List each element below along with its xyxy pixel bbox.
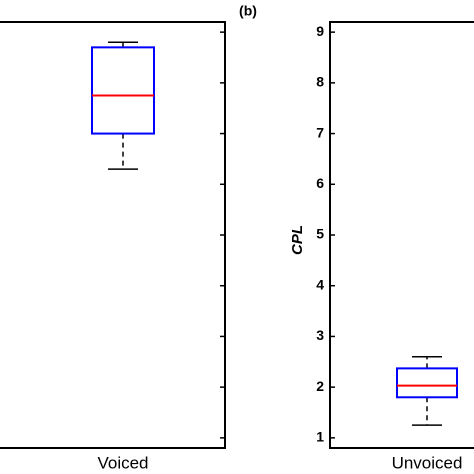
panel-label: (b) bbox=[239, 3, 257, 19]
y-tick-label: 3 bbox=[316, 327, 324, 343]
box bbox=[396, 367, 458, 399]
plot-frame bbox=[329, 21, 474, 449]
y-tick-label: 1 bbox=[316, 429, 324, 445]
y-tick-label: 6 bbox=[316, 175, 324, 191]
y-tick-label: 5 bbox=[316, 226, 324, 242]
y-tick-label: 7 bbox=[316, 124, 324, 140]
y-tick-label: 4 bbox=[316, 276, 324, 292]
plot-frame bbox=[0, 21, 226, 449]
box bbox=[91, 46, 155, 135]
y-axis-label: CPL bbox=[289, 225, 306, 255]
y-tick-label: 2 bbox=[316, 378, 324, 394]
y-tick-label: 8 bbox=[316, 74, 324, 90]
x-tick-label: Voiced bbox=[97, 453, 148, 472]
x-tick-label: Unvoiced bbox=[392, 453, 463, 472]
y-tick-label: 9 bbox=[316, 23, 324, 39]
